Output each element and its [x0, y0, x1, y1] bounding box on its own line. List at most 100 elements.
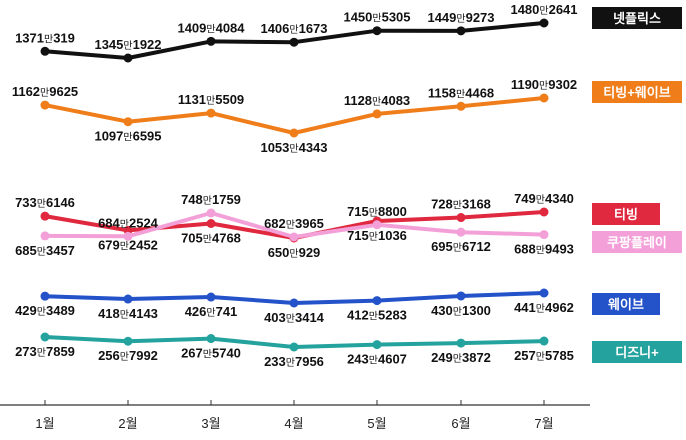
legend-swatch	[592, 293, 660, 315]
data-label: 749만4340	[514, 191, 574, 206]
data-label: 1449만9273	[427, 10, 494, 25]
data-point	[456, 291, 466, 301]
legend-label: 티빙+웨이브	[603, 85, 670, 100]
data-point	[539, 93, 549, 103]
series-웨이브: 429만3489 418만4143 426만741 403만3414 412만5283 4…	[15, 288, 574, 325]
data-label: 243만4607	[347, 352, 407, 367]
x-tick-label: 4월	[284, 416, 303, 431]
data-point	[123, 231, 133, 241]
data-point	[123, 336, 133, 346]
data-label: 429만3489	[15, 303, 75, 318]
legend-label: 웨이브	[608, 297, 644, 312]
data-point	[456, 26, 466, 36]
data-point	[539, 336, 549, 346]
x-tick-label: 2월	[118, 416, 137, 431]
x-tick-label: 1월	[35, 416, 54, 431]
legend-item-웨이브: 웨이브	[592, 293, 660, 315]
data-label: 430만1300	[431, 303, 491, 318]
x-tick-label: 6월	[451, 416, 470, 431]
data-label: 1406만1673	[260, 21, 327, 36]
data-label: 1345만1922	[94, 37, 161, 52]
legend-item-넷플릭스: 넷플릭스	[592, 7, 682, 29]
data-point	[40, 332, 50, 342]
data-point	[456, 227, 466, 237]
data-label: 1162만9625	[12, 84, 78, 99]
series-넷플릭스: 1371만319 1345만1922 1409만4084 1406만1673 1450만…	[15, 2, 578, 63]
data-point	[123, 53, 133, 63]
data-label: 679만2452	[98, 237, 158, 252]
data-label: 426만741	[185, 304, 238, 319]
data-label: 1409만4084	[177, 20, 245, 35]
data-label: 233만7956	[264, 354, 324, 369]
data-label: 249만3872	[431, 350, 491, 365]
data-point	[456, 213, 466, 223]
data-point	[372, 26, 382, 36]
data-point	[372, 109, 382, 119]
legend-item-티빙-plus웨이브: 티빙+웨이브	[592, 81, 682, 103]
data-label: 257만5785	[514, 348, 574, 363]
series-디즈니-plus: 273만7859 256만7992 267만5740 233만7956 243만4607…	[15, 332, 574, 369]
legend-swatch	[592, 203, 660, 225]
data-label: 684만2524	[98, 215, 159, 230]
legend-item-디즈니-plus: 디즈니+	[592, 341, 682, 363]
series-layer: 1371만319 1345만1922 1409만4084 1406만1673 1450만…	[12, 2, 578, 369]
x-tick-label: 7월	[534, 416, 553, 431]
data-label: 1128만4083	[344, 93, 410, 108]
data-label: 728만3168	[431, 197, 491, 212]
data-label: 1053만4343	[260, 140, 327, 155]
data-point	[289, 298, 299, 308]
legend-item-쿠팡플레이: 쿠팡플레이	[592, 231, 682, 253]
data-label: 748만1759	[181, 192, 241, 207]
legend-label: 넷플릭스	[613, 11, 661, 26]
data-label: 682만3965	[264, 216, 324, 231]
data-point	[289, 342, 299, 352]
data-point	[206, 108, 216, 118]
data-point	[206, 292, 216, 302]
data-point	[40, 291, 50, 301]
legend-swatch	[592, 231, 682, 253]
data-label: 1190만9302	[511, 77, 577, 92]
legend-swatch	[592, 7, 682, 29]
legend-label: 티빙	[614, 207, 638, 222]
data-label: 1097만6595	[94, 129, 161, 144]
data-label: 418만4143	[98, 306, 158, 321]
legend-swatch	[592, 341, 682, 363]
data-point	[206, 208, 216, 218]
x-axis-ticks: 1월 2월 3월 4월 5월 6월 7월	[35, 400, 554, 431]
data-point	[289, 37, 299, 47]
data-label: 256만7992	[98, 348, 158, 363]
data-label: 650만929	[268, 245, 321, 260]
data-label: 441만4962	[514, 300, 574, 315]
data-point	[123, 294, 133, 304]
legend-label: 쿠팡플레이	[607, 235, 667, 250]
data-point	[40, 211, 50, 221]
data-label: 1158만4468	[428, 85, 494, 100]
legend-label: 디즈니+	[615, 345, 659, 360]
data-point	[372, 340, 382, 350]
data-point	[40, 46, 50, 56]
data-label: 267만5740	[181, 346, 241, 361]
x-tick-label: 5월	[367, 416, 386, 431]
legend-swatch	[592, 81, 682, 103]
data-point	[206, 36, 216, 46]
data-label: 412만5283	[347, 308, 407, 323]
data-label: 403만3414	[264, 310, 325, 325]
data-label: 705만4768	[181, 231, 241, 246]
legend-item-티빙: 티빙	[592, 203, 660, 225]
x-tick-label: 3월	[201, 416, 220, 431]
data-point	[289, 232, 299, 242]
data-label: 273만7859	[15, 344, 75, 359]
data-point	[289, 128, 299, 138]
data-point	[539, 18, 549, 28]
data-point	[206, 334, 216, 344]
data-label: 1131만5509	[178, 92, 244, 107]
data-label: 715만8800	[347, 204, 407, 219]
data-point	[372, 296, 382, 306]
data-point	[456, 101, 466, 111]
data-point	[206, 219, 216, 229]
data-label: 733만6146	[15, 195, 75, 210]
data-point	[539, 207, 549, 217]
data-label: 695만6712	[431, 239, 491, 254]
